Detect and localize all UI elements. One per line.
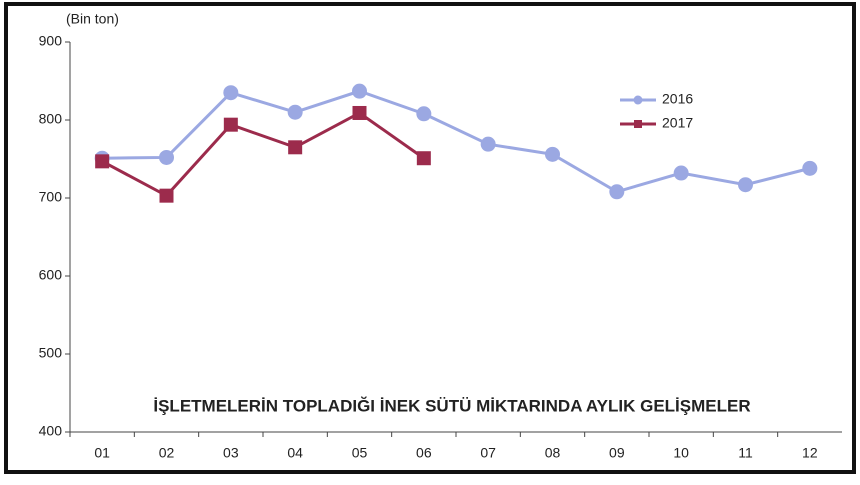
marker	[802, 160, 818, 176]
marker	[95, 154, 110, 169]
x-tick-label: 06	[416, 445, 432, 461]
y-axis-label: (Bin ton)	[66, 11, 119, 27]
marker	[159, 149, 174, 165]
y-tick-label: 800	[39, 111, 63, 127]
legend-marker	[634, 120, 642, 128]
frame	[4, 2, 856, 474]
marker	[287, 104, 303, 120]
marker	[545, 146, 560, 162]
y-tick-label: 500	[39, 345, 63, 361]
x-tick-label: 09	[609, 445, 625, 461]
marker	[673, 165, 689, 181]
legend-marker	[633, 95, 643, 105]
legend-label: 2016	[662, 91, 693, 107]
x-tick-label: 03	[223, 445, 239, 461]
marker	[738, 177, 753, 193]
marker	[159, 188, 174, 203]
y-tick-label: 600	[39, 267, 63, 283]
legend-label: 2017	[662, 115, 693, 131]
marker	[288, 140, 303, 155]
chart-title: İŞLETMELERİN TOPLADIĞI İNEK SÜTÜ MİKTARI…	[153, 396, 750, 415]
x-tick-label: 07	[480, 445, 496, 461]
marker	[609, 184, 625, 200]
series-line	[102, 89, 811, 194]
marker	[416, 106, 432, 122]
x-tick-label: 04	[287, 445, 303, 461]
x-tick-label: 11	[738, 445, 753, 461]
marker	[416, 151, 431, 166]
x-tick-label: 10	[673, 445, 689, 461]
marker	[223, 85, 239, 101]
y-tick-label: 400	[39, 423, 63, 439]
marker	[352, 105, 367, 120]
marker	[223, 117, 238, 132]
x-tick-label: 05	[352, 445, 368, 461]
x-tick-label: 12	[802, 445, 818, 461]
x-tick-label: 02	[159, 445, 175, 461]
marker	[480, 136, 496, 152]
x-tick-label: 08	[545, 445, 561, 461]
y-tick-label: 900	[39, 33, 63, 49]
marker	[352, 83, 367, 99]
x-tick-label: 01	[94, 445, 110, 461]
series-line	[101, 111, 425, 198]
y-tick-label: 700	[39, 189, 63, 205]
